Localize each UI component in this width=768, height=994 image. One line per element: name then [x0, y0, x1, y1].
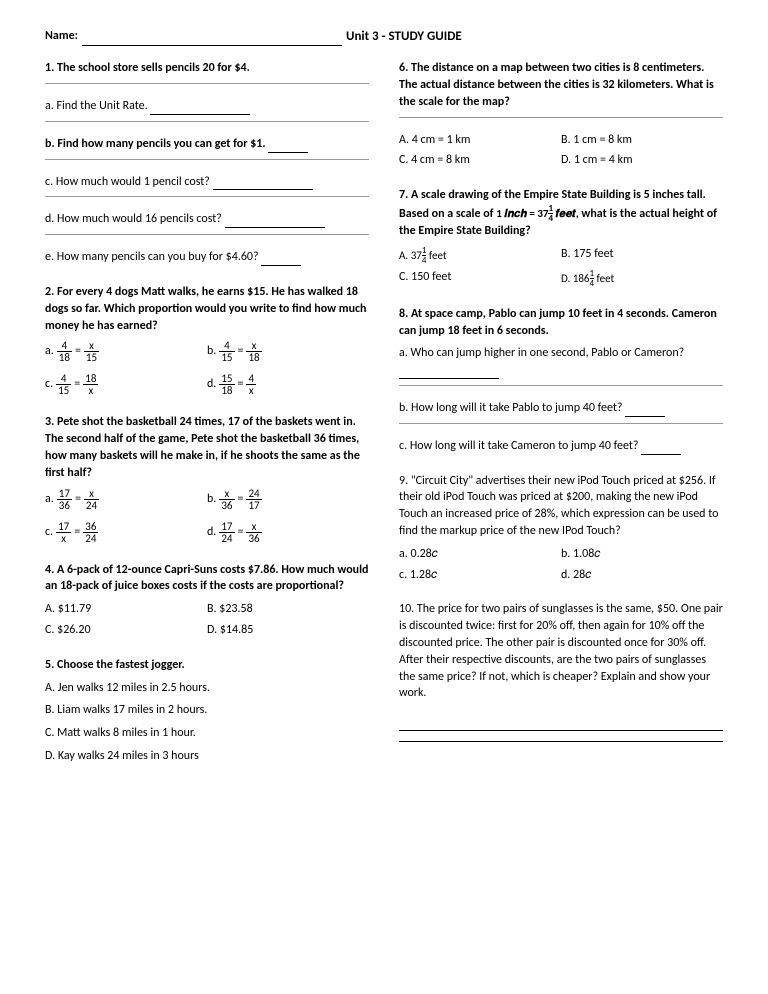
- q1b: b. Find how many pencils you can get for…: [45, 136, 369, 153]
- q5-opt-c: C. Matt walks 8 miles in 1 hour.: [45, 725, 369, 742]
- q8b: b. How long will it take Pablo to jump 4…: [399, 400, 723, 417]
- divider: [45, 196, 369, 197]
- q8a: a. Who can jump higher in one second, Pa…: [399, 345, 723, 379]
- blank[interactable]: [641, 454, 681, 455]
- question-10: 10. The price for two pairs of sunglasse…: [399, 601, 723, 742]
- q8-title: 8. At space camp, Pablo can jump 10 feet…: [399, 306, 723, 340]
- right-col: 6. The distance on a map between two cit…: [399, 60, 723, 783]
- q9-row2: c. 1.28𝑐 d. 28𝑐: [399, 567, 723, 584]
- q4-opt-d: D. $14.85: [207, 622, 253, 639]
- blank[interactable]: [225, 227, 325, 228]
- divider: [45, 234, 369, 235]
- header: Name: Unit 3 - STUDY GUIDE: [45, 28, 723, 46]
- q3-opt-b: b. x36 = 2417: [207, 488, 369, 511]
- q7-opt-a: A. 3714 feet: [399, 246, 561, 265]
- q3-opt-d: d. 1724 = x36: [207, 521, 369, 544]
- q7-opt-b: B. 175 feet: [561, 246, 614, 265]
- question-2: 2. For every 4 dogs Matt walks, he earns…: [45, 284, 369, 396]
- q3-row1: a. 1736 = x24 b. x36 = 2417: [45, 488, 369, 511]
- q2-title: 2. For every 4 dogs Matt walks, he earns…: [45, 284, 369, 334]
- q10-title: 10. The price for two pairs of sunglasse…: [399, 601, 723, 702]
- divider: [399, 423, 723, 424]
- q5-opt-b: B. Liam walks 17 miles in 2 hours.: [45, 702, 369, 719]
- name-label: Name:: [45, 28, 78, 46]
- q3-row2: c. 17x = 3624 d. 1724 = x36: [45, 521, 369, 544]
- q9-opt-c: c. 1.28𝑐: [399, 567, 561, 584]
- q1a: a. Find the Unit Rate.: [45, 98, 369, 115]
- q6-row1: A. 4 cm = 1 km B. 1 cm = 8 km: [399, 132, 723, 149]
- q7-opt-d: D. 18614 feet: [561, 269, 614, 288]
- q2-opt-a: a. 418 = x15: [45, 340, 207, 363]
- answer-line[interactable]: [399, 741, 723, 742]
- columns: 1. The school store sells pencils 20 for…: [45, 60, 723, 783]
- q7-text: 7. A scale drawing of the Empire State B…: [399, 187, 723, 240]
- question-8: 8. At space camp, Pablo can jump 10 feet…: [399, 306, 723, 455]
- divider: [45, 121, 369, 122]
- q4-row2: C. $26.20 D. $14.85: [45, 622, 369, 639]
- question-9: 9. "Circuit City" advertises their new i…: [399, 473, 723, 584]
- question-6: 6. The distance on a map between two cit…: [399, 60, 723, 169]
- q4-opt-b: B. $23.58: [207, 601, 253, 618]
- q4-title: 4. A 6-pack of 12-ounce Capri-Suns costs…: [45, 562, 369, 596]
- q9-opt-b: b. 1.08𝑐: [561, 546, 600, 563]
- question-5: 5. Choose the fastest jogger. A. Jen wal…: [45, 657, 369, 765]
- divider: [399, 117, 723, 118]
- divider: [45, 159, 369, 160]
- q7-row1: A. 3714 feet B. 175 feet: [399, 246, 723, 265]
- divider: [399, 385, 723, 386]
- blank[interactable]: [150, 114, 250, 115]
- q5-title: 5. Choose the fastest jogger.: [45, 657, 369, 674]
- q6-opt-b: B. 1 cm = 8 km: [561, 132, 632, 149]
- q1c: c. How much would 1 pencil cost?: [45, 174, 369, 191]
- q1d: d. How much would 16 pencils cost?: [45, 211, 369, 228]
- q5-opt-d: D. Kay walks 24 miles in 3 hours: [45, 748, 369, 765]
- q3-opt-a: a. 1736 = x24: [45, 488, 207, 511]
- q9-row1: a. 0.28𝑐 b. 1.08𝑐: [399, 546, 723, 563]
- q5-opt-a: A. Jen walks 12 miles in 2.5 hours.: [45, 680, 369, 697]
- q3-title: 3. Pete shot the basketball 24 times, 17…: [45, 414, 369, 481]
- page-title: Unit 3 - STUDY GUIDE: [346, 28, 462, 46]
- q1e: e. How many pencils can you buy for $4.6…: [45, 249, 369, 266]
- q6-row2: C. 4 cm = 8 km D. 1 cm = 4 km: [399, 152, 723, 169]
- q4-opt-a: A. $11.79: [45, 601, 207, 618]
- q2-row1: a. 418 = x15 b. 415 = x18: [45, 340, 369, 363]
- q9-opt-d: d. 28𝑐: [561, 567, 591, 584]
- answer-line[interactable]: [399, 730, 723, 731]
- q8c: c. How long will it take Cameron to jump…: [399, 438, 723, 455]
- q2-opt-c: c. 415 = 18x: [45, 373, 207, 396]
- q9-opt-a: a. 0.28𝑐: [399, 546, 561, 563]
- question-3: 3. Pete shot the basketball 24 times, 17…: [45, 414, 369, 543]
- divider: [45, 83, 369, 84]
- q2-opt-b: b. 415 = x18: [207, 340, 369, 363]
- blank[interactable]: [213, 189, 313, 190]
- q9-title: 9. "Circuit City" advertises their new i…: [399, 473, 723, 540]
- q6-opt-d: D. 1 cm = 4 km: [561, 152, 633, 169]
- q2-opt-d: d. 1518 = 4x: [207, 373, 369, 396]
- name-blank[interactable]: [82, 28, 342, 46]
- q2-row2: c. 415 = 18x d. 1518 = 4x: [45, 373, 369, 396]
- blank[interactable]: [399, 378, 499, 379]
- q6-opt-c: C. 4 cm = 8 km: [399, 152, 561, 169]
- blank[interactable]: [261, 265, 301, 266]
- q7-opt-c: C. 150 feet: [399, 269, 561, 288]
- left-col: 1. The school store sells pencils 20 for…: [45, 60, 369, 783]
- q6-opt-a: A. 4 cm = 1 km: [399, 132, 561, 149]
- question-7: 7. A scale drawing of the Empire State B…: [399, 187, 723, 288]
- blank[interactable]: [268, 152, 308, 153]
- q1-title: 1. The school store sells pencils 20 for…: [45, 60, 369, 77]
- q4-opt-c: C. $26.20: [45, 622, 207, 639]
- question-4: 4. A 6-pack of 12-ounce Capri-Suns costs…: [45, 562, 369, 639]
- question-1: 1. The school store sells pencils 20 for…: [45, 60, 369, 266]
- q4-row1: A. $11.79 B. $23.58: [45, 601, 369, 618]
- blank[interactable]: [625, 416, 665, 417]
- q6-title: 6. The distance on a map between two cit…: [399, 60, 723, 110]
- q7-row2: C. 150 feet D. 18614 feet: [399, 269, 723, 288]
- q3-opt-c: c. 17x = 3624: [45, 521, 207, 544]
